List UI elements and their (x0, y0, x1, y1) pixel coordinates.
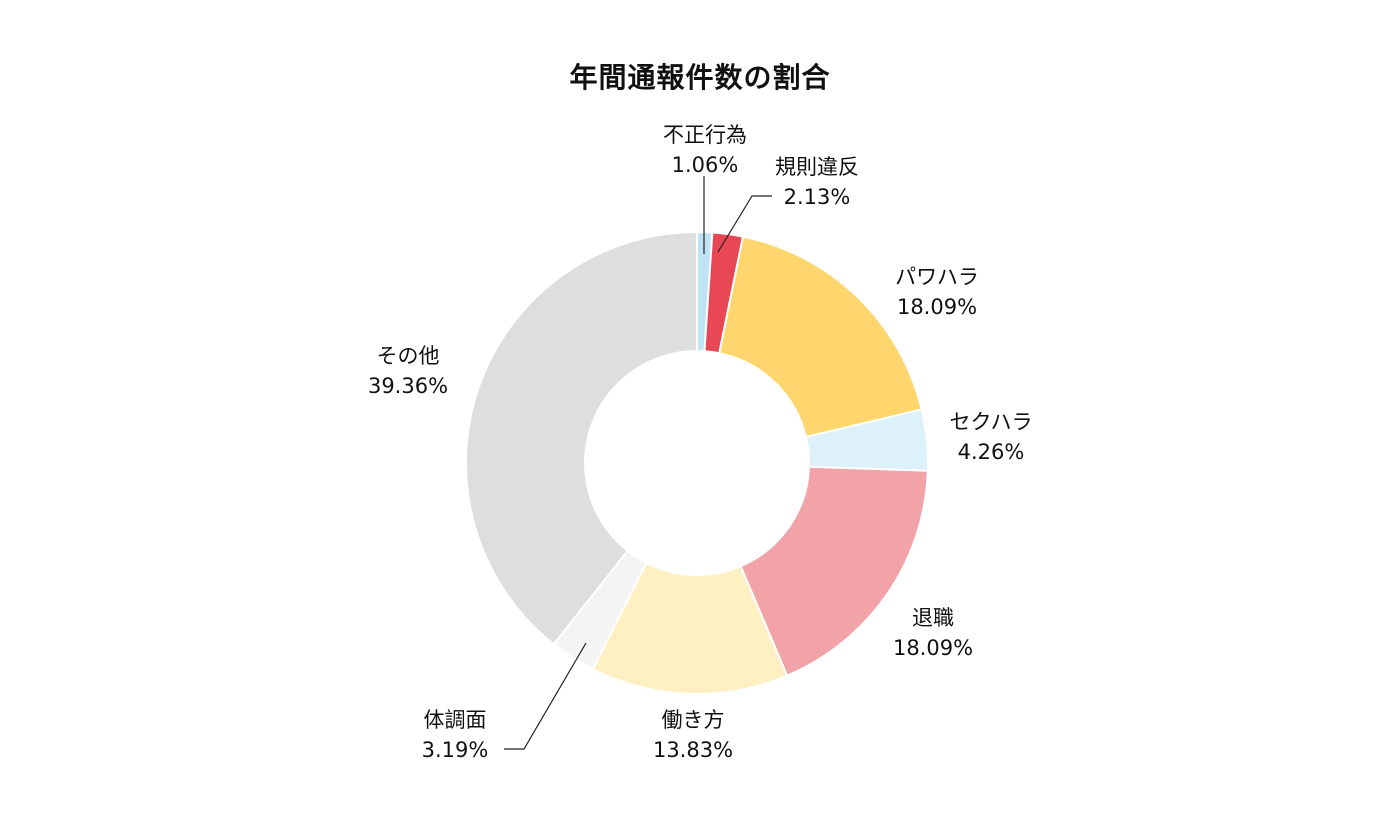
slice-percent: 3.19% (421, 738, 489, 762)
leader-lines-group (504, 176, 772, 750)
slice-label: 体調面 3.19% (422, 705, 489, 765)
slice-label: 働き方 13.83% (653, 705, 733, 765)
slice-label: パワハラ 18.09% (895, 262, 979, 322)
slice-percent: 1.06% (671, 153, 739, 177)
slice-name: 体調面 (423, 708, 487, 732)
slice-label: 退職 18.09% (893, 603, 973, 663)
slice-3 (718, 235, 923, 439)
slice-name: パワハラ (895, 265, 979, 289)
slice-label: 規則違反 2.13% (775, 152, 859, 212)
slices-group (465, 230, 929, 695)
chart-title: 年間通報件数の割合 (569, 61, 831, 94)
slice-percent: 13.83% (652, 738, 734, 762)
slice-name: 働き方 (661, 708, 725, 732)
slice-name: 退職 (911, 606, 954, 630)
slice-name: 規則違反 (775, 155, 859, 179)
slice-name: その他 (376, 344, 440, 368)
slice-percent: 39.36% (367, 374, 449, 398)
slice-percent: 18.09% (892, 636, 974, 660)
slice-8 (465, 230, 698, 646)
slice-label: その他 39.36% (368, 341, 448, 401)
slice-label: 不正行為 1.06% (663, 120, 747, 180)
leader-line (504, 642, 587, 750)
leader-line (717, 195, 772, 253)
slice-name: 不正行為 (663, 123, 747, 147)
slice-5 (739, 465, 929, 678)
slice-percent: 4.26% (957, 440, 1025, 464)
slice-name: セクハラ (949, 410, 1033, 434)
slice-percent: 2.13% (783, 185, 851, 209)
slice-label: セクハラ 4.26% (950, 407, 1033, 467)
slice-percent: 18.09% (896, 295, 978, 319)
